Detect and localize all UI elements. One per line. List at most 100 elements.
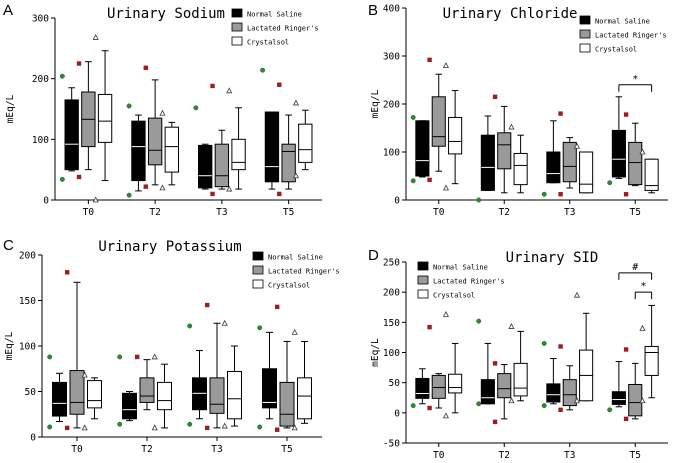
y-tick-label: 200 <box>383 100 400 111</box>
outlier-point <box>508 323 515 329</box>
box-normal-saline-t3 <box>187 323 207 427</box>
outlier-point <box>427 177 432 183</box>
outlier-point <box>47 354 53 360</box>
outlier-point <box>59 176 65 182</box>
box-lactated-ringer-s-t5 <box>623 347 643 422</box>
y-tick-label: 0 <box>30 433 36 444</box>
legend-label: Crystalsol <box>595 46 637 54</box>
outlier-point <box>65 270 70 275</box>
box-normal-saline-t0 <box>47 354 67 430</box>
category-label: T3 <box>216 207 227 218</box>
outlier-point <box>143 184 148 189</box>
box-iqr <box>231 138 246 171</box>
box-crystalsol-t2 <box>151 353 172 431</box>
legend-label: Lactated Ringer's <box>247 25 319 33</box>
outlier-point <box>573 397 581 404</box>
outlier-point <box>573 142 581 149</box>
outlier-point <box>275 304 280 310</box>
box-normal-saline-t2 <box>126 103 146 198</box>
outlier-point <box>92 196 99 203</box>
outlier-point <box>573 291 581 298</box>
outlier-point <box>442 62 450 68</box>
box-iqr <box>497 132 512 170</box>
outlier-point <box>607 180 613 186</box>
category-label: T2 <box>499 207 510 218</box>
box-lactated-ringer-s-t0 <box>65 270 85 431</box>
significance-bracket: * <box>634 281 653 300</box>
legend-label: Crystalsol <box>247 39 289 47</box>
y-tick-label: 200 <box>383 288 400 299</box>
box-iqr <box>164 126 179 173</box>
legend-swatch <box>417 289 429 299</box>
box-lactated-ringer-s-t0 <box>427 324 446 411</box>
outlier-point <box>187 421 193 427</box>
category-label: T3 <box>211 444 222 455</box>
category-label: T3 <box>564 450 575 458</box>
box-iqr <box>497 373 512 399</box>
outlier-point <box>492 94 498 99</box>
y-tick-label: 150 <box>19 296 36 307</box>
box-crystalsol-t0 <box>92 33 113 203</box>
y-tick-label: 50 <box>389 378 401 389</box>
box-iqr <box>611 391 626 405</box>
outlier-point <box>558 111 563 116</box>
y-axis-label: mEq/L <box>5 94 16 123</box>
box-iqr <box>546 151 561 184</box>
category-label: T0 <box>433 450 445 458</box>
chart-title: Urinary Sodium <box>107 6 225 22</box>
box-normal-saline-t3 <box>541 120 561 197</box>
box-crystalsol-t0 <box>442 62 463 191</box>
box-iqr <box>281 143 296 183</box>
outlier-point <box>442 412 450 419</box>
legend-label: Lactated Ringer's <box>433 278 505 286</box>
box-iqr <box>628 141 643 186</box>
outlier-point <box>76 174 82 180</box>
outlier-point <box>81 371 88 378</box>
box-iqr <box>480 134 495 191</box>
outlier-point <box>442 311 450 317</box>
panel-c: C Urinary Potassium 0 50 100 150 200 mEq/L T0 T2 T… <box>3 237 340 455</box>
legend-label: Normal Saline <box>595 18 650 26</box>
outlier-point <box>410 178 416 184</box>
panel-letter: D <box>368 247 379 264</box>
box-normal-saline-t2 <box>117 354 137 427</box>
legend-swatch <box>579 29 591 39</box>
significance-label: * <box>632 74 638 85</box>
legend-swatch <box>579 15 591 25</box>
box-iqr <box>513 362 528 397</box>
box-lactated-ringer-s-t5 <box>277 82 296 197</box>
y-axis-label: mEq/L <box>4 331 15 360</box>
box-iqr <box>279 381 295 427</box>
chart-title: Urinary SID <box>506 250 599 266</box>
box-iqr <box>157 381 172 411</box>
box-iqr <box>227 370 242 420</box>
y-tick-label: 300 <box>32 14 49 25</box>
box-iqr <box>122 392 137 420</box>
y-tick-label: 100 <box>383 348 400 359</box>
box-normal-saline-t5 <box>260 67 280 190</box>
category-label: T5 <box>630 207 641 218</box>
outlier-point <box>59 73 65 79</box>
outlier-point <box>508 123 515 130</box>
box-normal-saline-t2 <box>476 318 495 407</box>
y-tick-label: 0 <box>394 408 400 419</box>
box-crystalsol-t5 <box>639 148 659 194</box>
outlier-point <box>65 425 70 431</box>
legend-label: Lactated Ringer's <box>595 32 667 40</box>
box-crystalsol-t5 <box>291 328 312 431</box>
outlier-point <box>291 328 298 335</box>
legend: Normal Saline Lactated Ringer's Crystalsol <box>231 8 319 47</box>
y-tick-label: 100 <box>19 342 36 353</box>
outlier-point <box>92 33 99 40</box>
box-iqr <box>64 99 79 171</box>
category-label: T0 <box>433 207 445 218</box>
legend: Normal Saline Lactated Ringer's Crystalsol <box>252 251 340 290</box>
y-tick-label: 150 <box>383 318 400 329</box>
y-tick-label: 0 <box>394 196 400 207</box>
outlier-point <box>221 319 228 326</box>
box-crystalsol-t3 <box>226 87 246 192</box>
legend-swatch <box>417 261 429 271</box>
outlier-point <box>623 347 629 352</box>
